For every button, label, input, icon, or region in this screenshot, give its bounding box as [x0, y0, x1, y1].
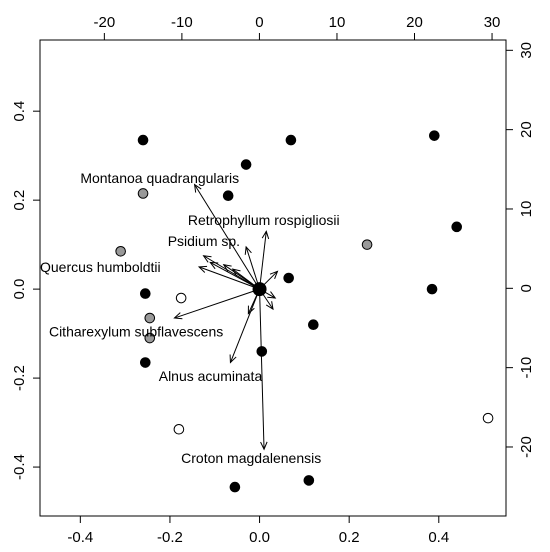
site-point — [426, 283, 438, 295]
site-point — [283, 272, 294, 284]
site-point — [175, 292, 187, 304]
site-point — [240, 159, 252, 170]
left-tick-label: -0.4 — [11, 454, 28, 480]
bottom-tick-label: 0.0 — [249, 529, 270, 546]
site-point — [139, 288, 151, 299]
species-label: Quercus humboldtii — [40, 259, 161, 275]
axes: -0.4 -0.2 0.0 0.2 0.4 -20 -10 0 10 20 30 -0.4 -0.2 0.… — [11, 14, 535, 546]
plot-frame — [39, 39, 507, 517]
loading-arrow — [209, 261, 260, 290]
site-point — [139, 357, 151, 368]
right-tick-label: 20 — [518, 121, 535, 138]
right-tick-label: 0 — [518, 284, 535, 292]
bottom-tick-label: 0.2 — [339, 529, 360, 546]
species-label: Croton magdalenensis — [181, 450, 321, 466]
site-point — [144, 332, 156, 344]
loading-arrows — [173, 183, 279, 451]
site-point — [482, 412, 494, 424]
right-tick-label: 30 — [518, 42, 535, 59]
site-point — [137, 134, 149, 146]
site-point — [303, 475, 315, 486]
species-label: Montanoa quadrangularis — [80, 170, 239, 186]
top-tick-label: 10 — [329, 14, 346, 31]
top-tick-label: -10 — [171, 14, 193, 31]
right-tick-label: -10 — [518, 357, 535, 379]
left-tick-label: 0.0 — [11, 279, 28, 300]
site-point — [361, 239, 373, 250]
left-tick-label: 0.4 — [11, 101, 28, 122]
species-label: Alnus acuminata — [159, 368, 263, 384]
species-label: Psidium sp. — [168, 233, 240, 249]
loading-arrow — [259, 289, 268, 451]
site-point — [308, 319, 319, 331]
left-tick-label: 0.2 — [11, 190, 28, 211]
site-point — [229, 481, 241, 493]
loading-arrow — [229, 288, 261, 364]
top-tick-label: 0 — [255, 14, 263, 31]
loading-arrow — [197, 265, 260, 290]
loading-arrow — [259, 230, 270, 290]
loading-arrow — [193, 183, 260, 290]
species-label: Citharexylum subflavescens — [49, 323, 223, 339]
loading-arrow — [244, 245, 261, 290]
top-tick-label: 20 — [406, 14, 423, 31]
site-point — [429, 130, 440, 141]
bottom-tick-label: 0.4 — [428, 529, 449, 546]
site-point — [256, 346, 268, 357]
right-tick-label: 10 — [518, 201, 535, 218]
right-tick-label: -20 — [518, 436, 535, 458]
site-point — [115, 246, 126, 257]
species-label: Retrophyllum rospigliosii — [188, 212, 340, 228]
loading-arrow — [173, 288, 260, 320]
species-labels: Montanoa quadrangularis Retrophyllum rosp… — [40, 170, 340, 466]
bottom-tick-label: -0.2 — [157, 529, 183, 546]
site-point — [173, 423, 185, 435]
site-point — [137, 188, 149, 199]
left-tick-label: -0.2 — [11, 365, 28, 391]
top-tick-label: 30 — [484, 14, 501, 31]
site-point — [144, 312, 156, 324]
bottom-tick-label: -0.4 — [67, 529, 93, 546]
site-point — [222, 190, 234, 202]
site-points — [115, 130, 494, 493]
site-point — [451, 221, 463, 233]
site-point — [285, 134, 297, 146]
origin-cluster — [252, 282, 267, 297]
top-tick-label: -20 — [94, 14, 116, 31]
